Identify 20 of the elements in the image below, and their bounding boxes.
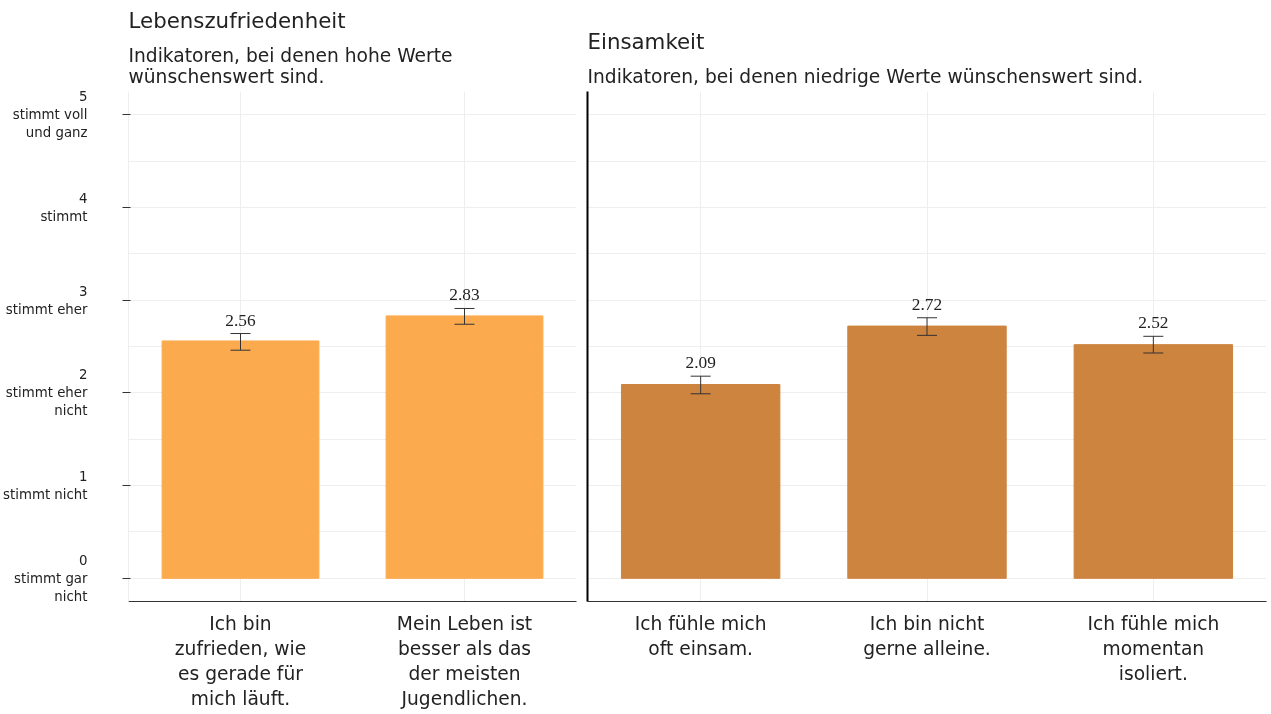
- y-tick-label: 1 stimmt nicht: [3, 469, 88, 503]
- chart-title: Lebenszufriedenheit: [128, 7, 346, 33]
- data-label: 2.52: [1138, 313, 1169, 333]
- chart-subtitle: Indikatoren, bei denen niedrige Werte wünschenswert sind.: [587, 65, 1144, 87]
- x-tick-label: Ich bin nicht gerne alleine.: [863, 612, 991, 659]
- data-label: 2.83: [449, 285, 480, 305]
- y-tick-label: 4 stimmt: [40, 190, 88, 224]
- chart-title: Einsamkeit: [587, 28, 705, 54]
- x-tick-label: Mein Leben ist besser als das der meisten Jugendlichen.: [396, 612, 533, 710]
- x-tick-label: Ich fühle mich momentan isoliert.: [1087, 612, 1220, 684]
- x-tick-label: Ich fühle mich oft einsam.: [634, 612, 767, 659]
- data-label: 2.56: [225, 310, 256, 330]
- data-label: 2.72: [911, 294, 943, 314]
- y-tick-label: 0 stimmt gar nicht: [14, 552, 89, 604]
- y-tick-label: 2 stimmt eher nicht: [5, 367, 89, 419]
- chart-subtitle: Indikatoren, bei denen hohe Werte wünschenswert sind.: [128, 44, 453, 87]
- data-label: 2.09: [685, 353, 716, 373]
- x-tick-label: Ich bin zufrieden, wie es gerade für mich läuft.: [174, 612, 307, 710]
- y-tick-label: 3 stimmt eher: [5, 283, 89, 317]
- y-tick-label: 5 stimmt voll und ganz: [12, 89, 88, 141]
